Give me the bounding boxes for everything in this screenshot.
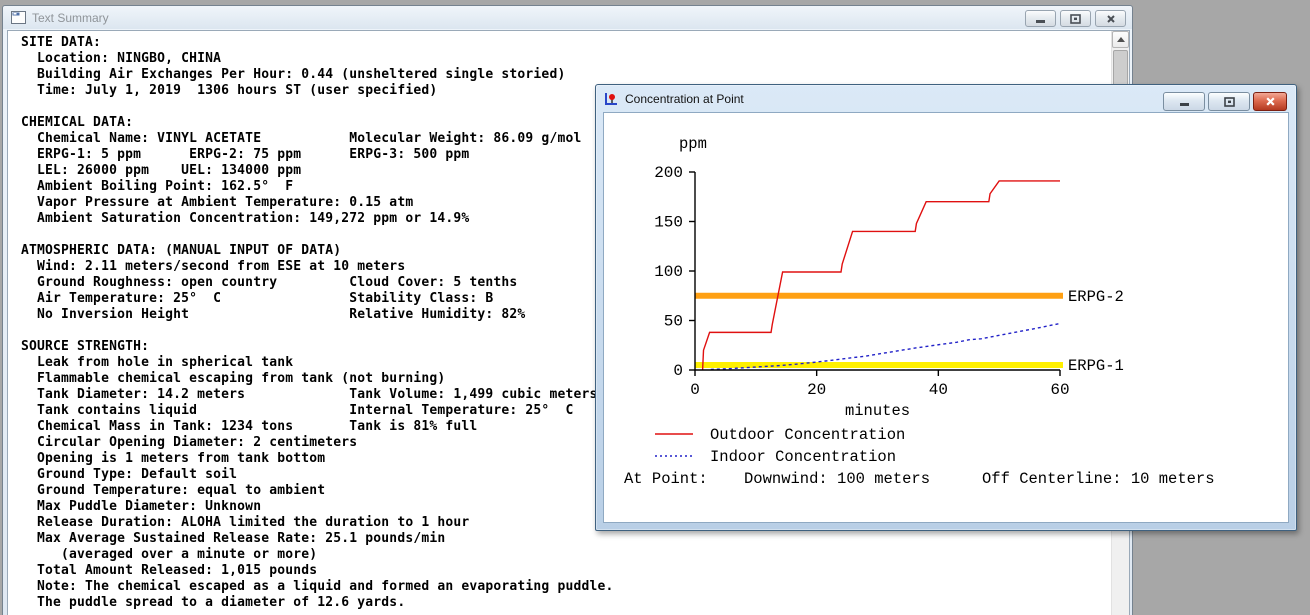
restore-icon	[1223, 96, 1235, 107]
svg-text:20: 20	[807, 381, 826, 399]
close-button[interactable]	[1253, 92, 1287, 111]
concentration-window: Concentration at Point ERPG-2 ERPG-1 0 50 10…	[595, 84, 1297, 531]
svg-text:minutes: minutes	[845, 402, 910, 420]
svg-text:40: 40	[929, 381, 948, 399]
svg-text:ppm: ppm	[679, 135, 707, 153]
svg-text:Outdoor Concentration: Outdoor Concentration	[710, 426, 905, 444]
close-icon	[1106, 14, 1115, 23]
minimize-icon	[1179, 103, 1189, 106]
document-icon	[11, 11, 26, 24]
svg-text:Downwind: 100 meters: Downwind: 100 meters	[744, 470, 930, 488]
svg-text:60: 60	[1050, 381, 1069, 399]
svg-text:At Point:: At Point:	[624, 470, 708, 488]
svg-text:ERPG-2: ERPG-2	[1068, 288, 1124, 306]
minimize-button[interactable]	[1163, 92, 1205, 111]
close-button[interactable]	[1095, 10, 1126, 27]
concentration-titlebar[interactable]: Concentration at Point	[596, 85, 1296, 112]
restore-icon	[1070, 13, 1081, 24]
chevron-up-icon	[1116, 37, 1125, 42]
svg-text:50: 50	[664, 313, 683, 331]
svg-text:ERPG-1: ERPG-1	[1068, 357, 1124, 375]
svg-text:0: 0	[673, 362, 683, 380]
svg-text:Indoor Concentration: Indoor Concentration	[710, 448, 896, 466]
scroll-up-button[interactable]	[1112, 31, 1129, 48]
svg-text:100: 100	[654, 263, 683, 281]
text-summary-text: SITE DATA: Location: NINGBO, CHINA Build…	[21, 35, 614, 610]
close-icon	[1265, 97, 1275, 106]
concentration-chart: ERPG-2 ERPG-1 0 50 100 150 200 0 20 40 60 ppm minute…	[624, 135, 1215, 488]
maximize-button[interactable]	[1060, 10, 1091, 27]
svg-text:Off Centerline: 10 meters: Off Centerline: 10 meters	[982, 470, 1215, 488]
text-summary-title: Text Summary	[32, 10, 109, 25]
svg-text:0: 0	[690, 381, 700, 399]
minimize-icon	[1036, 20, 1045, 23]
scrollbar-thumb[interactable]	[1113, 50, 1128, 88]
concentration-title: Concentration at Point	[625, 91, 744, 106]
svg-text:200: 200	[654, 164, 683, 182]
maximize-button[interactable]	[1208, 92, 1250, 111]
svg-text:150: 150	[654, 214, 683, 232]
concentration-chart-area: ERPG-2 ERPG-1 0 50 100 150 200 0 20 40 60 ppm minute…	[603, 112, 1289, 523]
text-summary-titlebar[interactable]: Text Summary	[3, 6, 1132, 29]
minimize-button[interactable]	[1025, 10, 1056, 27]
chart-window-icon	[605, 92, 617, 105]
